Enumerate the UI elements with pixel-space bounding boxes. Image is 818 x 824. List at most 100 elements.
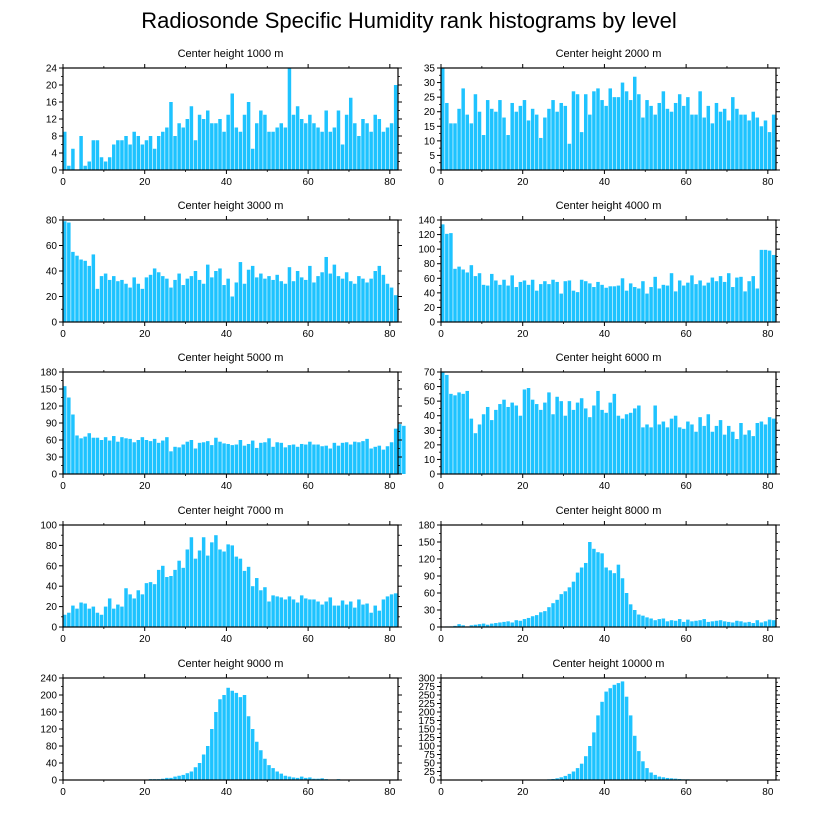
chart-9-bar — [304, 777, 308, 781]
chart-10-bar — [559, 777, 563, 780]
chart-10-ytick-label: 175 — [418, 716, 435, 727]
chart-10-bar — [563, 775, 568, 780]
chart-4-bar — [735, 277, 739, 322]
chart-1-bar — [136, 136, 141, 170]
chart-5-bar — [79, 438, 83, 474]
chart-3-bar — [193, 271, 198, 322]
chart-6-bar — [506, 406, 510, 474]
chart-6-xtick-label: 20 — [517, 481, 529, 492]
chart-2-bar — [445, 102, 449, 170]
chart-3-bar — [165, 278, 169, 322]
chart-8-bar — [633, 610, 637, 627]
chart-5-bar — [250, 440, 255, 474]
chart-2-bar — [735, 108, 739, 170]
chart-5-bar — [112, 436, 116, 474]
chart-1-bar — [373, 114, 377, 170]
chart-8-bar — [686, 619, 690, 627]
chart-5-bar — [132, 442, 136, 474]
chart-1-bar — [279, 123, 284, 170]
chart-7-bar — [328, 597, 333, 627]
chart-8-bar — [506, 621, 510, 627]
chart-8-bar — [534, 615, 539, 627]
chart-5-bar — [381, 449, 386, 474]
chart-6-bar — [461, 393, 465, 474]
chart-4-bar — [690, 275, 694, 322]
chart-1-bar — [287, 68, 292, 170]
chart-5-bar — [116, 441, 120, 474]
chart-6-bar — [588, 417, 592, 474]
chart-6-bar — [710, 431, 715, 474]
chart-2-bar — [763, 120, 768, 170]
chart-6-bar — [747, 430, 751, 474]
chart-2-bar — [457, 108, 461, 170]
chart-6-bar — [457, 392, 461, 474]
chart-3-bar — [83, 260, 87, 322]
chart-3-bar — [316, 276, 320, 322]
chart-8-bar — [457, 624, 461, 627]
chart-10-bar — [665, 777, 670, 780]
chart-5-bar — [332, 442, 337, 474]
chart-6-bar — [612, 393, 617, 474]
chart-5-title: Center height 5000 m — [177, 352, 284, 364]
chart-6-bar — [494, 409, 498, 474]
chart-5-ytick-label: 90 — [46, 419, 58, 430]
chart-6-bar — [539, 409, 543, 474]
chart-10-bar — [583, 756, 588, 780]
chart-6-bar — [726, 425, 731, 474]
chart-10-bar — [649, 772, 653, 780]
chart-5-bar — [344, 442, 349, 474]
chart-2-bar — [612, 97, 617, 170]
chart-7-bar — [218, 549, 222, 627]
chart-8-bar — [514, 620, 519, 627]
chart-4-ytick-label: 140 — [418, 216, 435, 227]
chart-3-bar — [263, 278, 267, 322]
chart-2-bar — [583, 94, 588, 170]
chart-3-bar — [128, 287, 132, 322]
chart-9-svg: 0 40 80 120 160 200 240 0 20 40 60 80 — [40, 674, 402, 798]
chart-3-bar — [259, 273, 263, 322]
chart-4-bar — [731, 287, 735, 322]
chart-6-bar — [441, 372, 445, 474]
chart-1-bar — [185, 119, 190, 170]
chart-9-bar — [226, 687, 230, 780]
chart-3-bar — [75, 255, 79, 322]
chart-8-bar — [763, 621, 768, 627]
chart-2-bar — [714, 102, 719, 170]
chart-3-bar — [324, 256, 328, 322]
chart-7-ytick-label: 60 — [46, 561, 58, 572]
chart-5-bar — [71, 414, 75, 474]
chart-4-bar — [673, 291, 678, 322]
chart-4-ytick-label: 100 — [418, 245, 435, 256]
chart-7-bar — [99, 614, 104, 627]
chart-2-bar — [628, 100, 633, 170]
chart-7-bar — [185, 549, 190, 627]
chart-4-bar — [739, 276, 743, 322]
chart-3-bar — [279, 281, 284, 322]
chart-2-bar — [502, 117, 506, 170]
chart-3-bar — [365, 282, 369, 322]
chart-1-bar — [250, 148, 255, 170]
chart-1-bar — [348, 97, 353, 170]
chart-1-bar — [357, 136, 361, 170]
chart-9-bar — [214, 712, 218, 780]
chart-10-xtick-label: 80 — [762, 787, 774, 798]
chart-3-bar — [173, 279, 177, 322]
chart-1-bar — [189, 106, 194, 170]
chart-5-bar — [263, 442, 267, 474]
chart-8-bar — [567, 587, 572, 627]
chart-4-bar — [722, 281, 727, 322]
chart-8-bar — [665, 621, 670, 627]
chart-4-bar — [563, 281, 568, 322]
chart-4-ytick-label: 120 — [418, 230, 435, 241]
chart-4-bar — [579, 279, 584, 322]
chart-9-bar — [308, 777, 312, 780]
chart-9-bar — [312, 778, 316, 780]
chart-4-bar — [620, 278, 625, 322]
chart-7-bar — [295, 602, 300, 627]
chart-1-bar — [304, 123, 308, 170]
chart-8-bar — [592, 548, 596, 627]
chart-3-bar — [120, 279, 124, 322]
chart-3-ytick-label: 20 — [46, 292, 58, 303]
chart-3-ytick-label: 40 — [46, 267, 58, 278]
chart-6-panel: Center height 6000 m 0 10 20 30 40 50 60 70 0 20 40… — [398, 352, 786, 502]
